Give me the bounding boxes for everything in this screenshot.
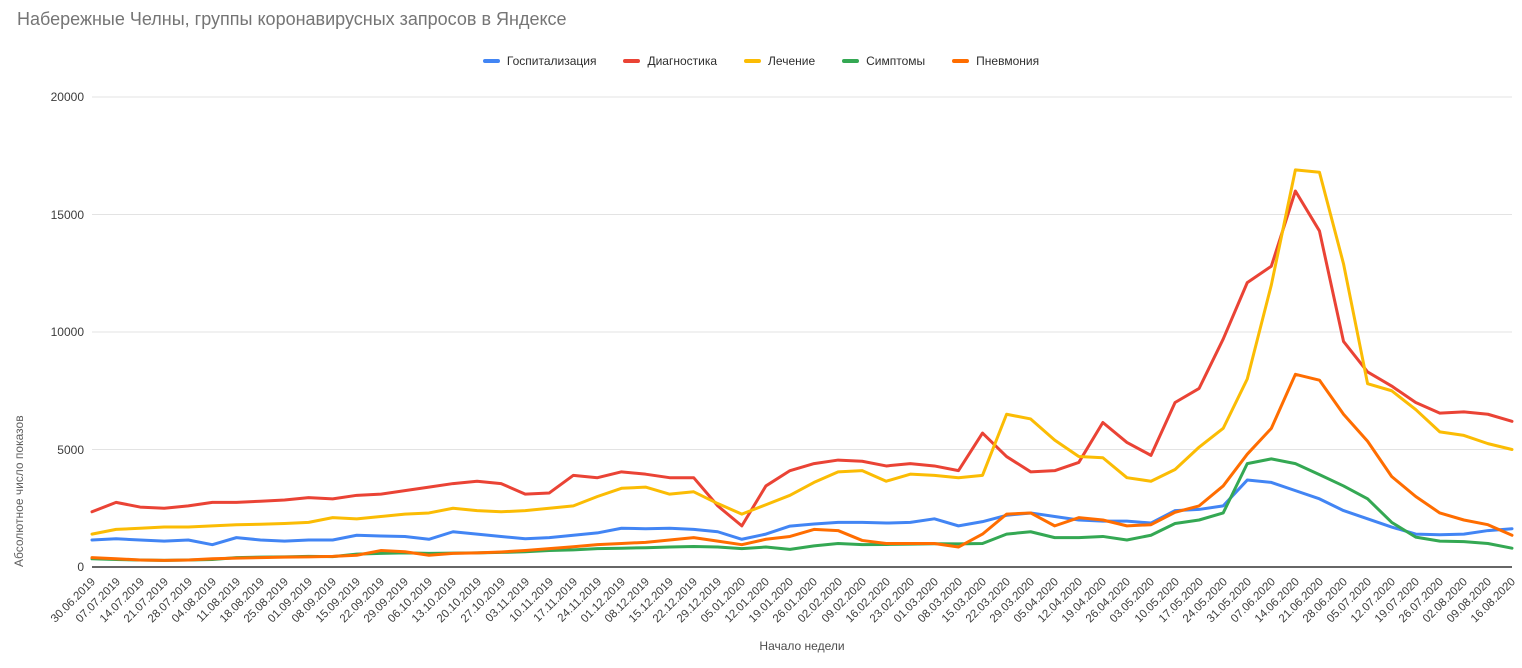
legend-item-treatment: Лечение (744, 54, 815, 68)
series-line-symptoms[interactable] (90, 457, 1514, 562)
legend-swatch-symptoms (842, 59, 860, 63)
legend-label-pneumonia: Пневмония (976, 54, 1040, 68)
legend-swatch-hospitalization (482, 59, 500, 63)
chart-title: Набережные Челны, группы коронавирусных … (17, 9, 567, 29)
legend-label-diagnostics: Диагностика (647, 54, 718, 68)
legend-label-symptoms: Симптомы (866, 54, 926, 68)
series-line-pneumonia[interactable] (90, 372, 1514, 562)
legend-swatch-pneumonia (952, 59, 970, 63)
y-tick-label: 10000 (50, 325, 84, 339)
legend-item-pneumonia: Пневмония (952, 54, 1039, 68)
y-tick-label: 20000 (50, 90, 84, 104)
y-tick-label: 5000 (57, 442, 84, 457)
y-axis-title: Абсолютное число показов (12, 415, 26, 567)
legend-item-diagnostics: Диагностика (623, 54, 717, 68)
legend-item-hospitalization: Госпитализация (482, 54, 597, 68)
legend-swatch-diagnostics (623, 59, 641, 63)
series-line-hospitalization[interactable] (90, 478, 1514, 547)
y-tick-label: 15000 (50, 207, 84, 222)
legend-label-treatment: Лечение (768, 54, 816, 68)
series-line-diagnostics[interactable] (90, 189, 1514, 528)
series-line-treatment[interactable] (90, 168, 1514, 536)
legend: Госпитализация Диагностика Лечение Симптомы… (0, 51, 1522, 71)
legend-label-hospitalization: Госпитализация (506, 54, 597, 68)
y-tick-label: 0 (77, 560, 84, 574)
legend-swatch-treatment (744, 59, 762, 63)
x-axis-title: Начало недели (759, 639, 845, 653)
legend-item-symptoms: Симптомы (842, 54, 925, 68)
